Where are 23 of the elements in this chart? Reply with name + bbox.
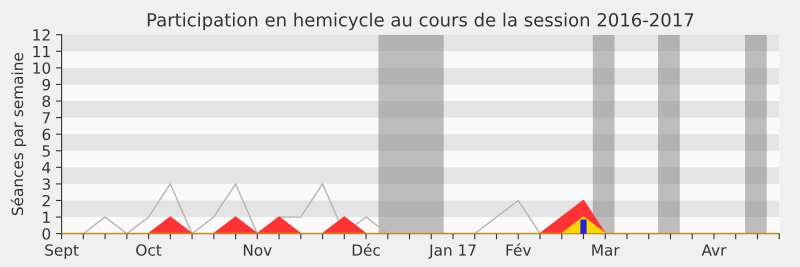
y-tick-label: 5 [42,145,50,157]
y-tick-label: 12 [33,29,50,41]
y-tick-label: 9 [42,78,50,90]
y-tick-label: 3 [42,178,50,190]
chart-title: Participation en hemicycle au cours de la session 2016-2017 [148,12,694,30]
x-tick-label: Avr [702,244,726,256]
x-tick-label: Oct [136,244,162,256]
y-tick-label: 8 [42,95,50,108]
x-tick-label: Sept [45,244,79,259]
x-tick-label: Déc [352,243,380,256]
x-tick-label: Mar [592,244,620,256]
y-tick-label: 2 [42,194,50,206]
y-tick-label: 1 [43,212,50,223]
y-tick-label: 11 [33,46,50,58]
y-tick-label: 0 [42,228,50,240]
y-axis-title: Séances par semaine [10,53,26,216]
x-tick-label: Jan 17 [428,244,476,259]
y-tick-label: 7 [42,112,50,124]
x-tick-label: Nov [244,244,272,256]
x-tick-label: Fév [506,243,531,256]
y-tick-label: 4 [42,162,50,174]
y-tick-label: 6 [42,128,50,140]
y-tick-label: 10 [33,62,50,74]
